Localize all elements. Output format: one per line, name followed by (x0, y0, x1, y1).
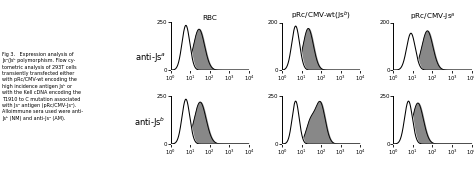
Text: anti-Js$^a$: anti-Js$^a$ (135, 51, 166, 64)
Title: pRc/CMV-Js$^a$: pRc/CMV-Js$^a$ (410, 12, 456, 22)
Text: anti-Js$^b$: anti-Js$^b$ (135, 115, 166, 130)
Title: pRc/CMV-wt(Js$^b$): pRc/CMV-wt(Js$^b$) (291, 10, 351, 22)
Text: Fig 3.   Expression analysis of
Jsᵃ/Jsᵇ polymorphism. Flow cy-
tometric analysis: Fig 3. Expression analysis of Jsᵃ/Jsᵇ po… (2, 52, 83, 121)
Title: RBC: RBC (202, 15, 217, 21)
